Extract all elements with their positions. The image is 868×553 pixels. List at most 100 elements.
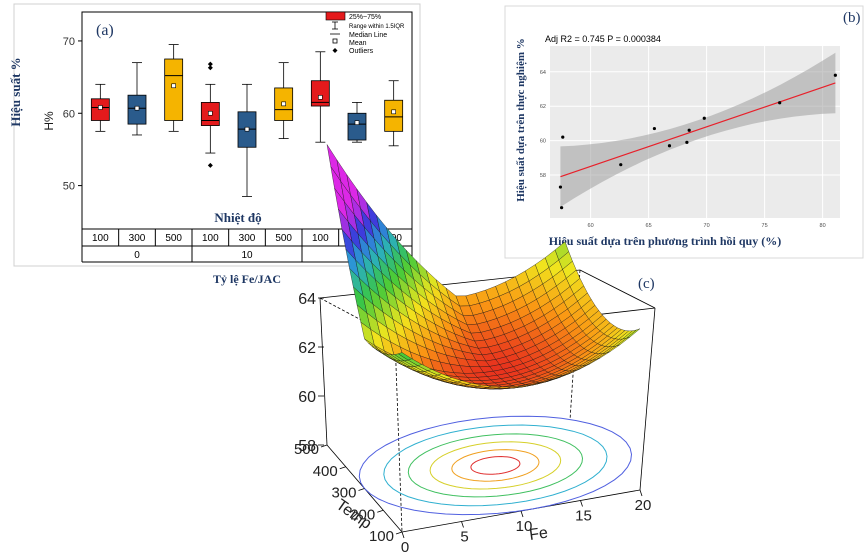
z-tick-label: 64 (298, 291, 316, 308)
z-tick-label: 58 (298, 438, 316, 455)
temp-tick-mark (320, 444, 328, 448)
box-mean (391, 109, 396, 115)
temp-label-300: 300 (129, 233, 146, 244)
data-point (833, 73, 837, 77)
legend-whisker-swatch (332, 21, 338, 30)
box-outlier (207, 61, 213, 67)
legend-whisker-label: Range within 1.5IQR (349, 24, 405, 30)
data-point (667, 144, 672, 148)
contour-line (451, 449, 540, 482)
box-outlier (207, 162, 213, 168)
box-iqr (384, 99, 404, 132)
y-tick-label: 50 (63, 181, 75, 193)
x-tick-label: 75 (762, 223, 768, 229)
fe-tick-label: 10 (516, 518, 533, 535)
panel-c-z-ticks: 58 60 62 64 (298, 291, 324, 455)
box-10-300 (237, 83, 257, 197)
legend-mean-label: Mean (349, 40, 367, 47)
legend-outlier-label: Outliers (349, 48, 374, 55)
data-point (558, 185, 563, 189)
box-0-100 (90, 83, 110, 132)
y-tick-label: 60 (540, 139, 546, 145)
y-tick-label: 60 (63, 108, 75, 120)
panel-b-ticks: 60 65 70 75 80 58 60 62 64 (540, 70, 826, 229)
data-point (702, 116, 706, 120)
panel-a-y-ticks: 50 60 70 (63, 36, 82, 193)
box-20-500 (384, 80, 404, 147)
legend-outlier-swatch (332, 48, 338, 53)
x-tick-label: 80 (820, 223, 826, 229)
fe-tick-mark (520, 510, 524, 518)
box-20-100 (310, 51, 330, 143)
temp-tick-label: 300 (331, 485, 356, 502)
panel-c-temp-label: Temp (333, 496, 375, 532)
temp-label-100: 100 (202, 233, 219, 244)
box-iqr (310, 80, 330, 107)
temp-label-300: 300 (239, 233, 256, 244)
x-tick-label: 70 (704, 223, 710, 229)
box-outlier (207, 65, 213, 71)
panel-c-fe-label: Fe (528, 525, 549, 544)
z-tick-label: 62 (298, 340, 316, 357)
box-mean (281, 101, 286, 107)
x-tick-label: 60 (588, 223, 594, 229)
box-mean (208, 110, 213, 116)
temp-tick-mark (358, 488, 365, 491)
fe-tick-label: 15 (575, 508, 592, 525)
contour-line (429, 441, 562, 490)
temp-tick-label: 200 (350, 506, 375, 523)
box-0-300 (127, 62, 147, 136)
panel-b-scatter: (b) Adj R2 = 0.745 P = 0.000384 60 65 70 75… (504, 5, 864, 259)
temp-tick-label: 100 (369, 528, 394, 545)
contour-line (383, 424, 608, 507)
data-point (560, 206, 564, 210)
box-10-500 (274, 62, 294, 139)
panel-b-ylabel: Hiệu suất dựa trên thực nghiệm % (515, 38, 527, 202)
panel-a-y-symbol: H% (42, 111, 56, 131)
group-label-0: 0 (134, 250, 140, 261)
temp-label-500: 500 (275, 233, 292, 244)
box-mean (134, 105, 140, 111)
panel-a-label: (a) (96, 22, 114, 39)
panel-c-label: (c) (638, 276, 655, 292)
box-20-300 (347, 102, 367, 143)
fe-tick-mark (639, 489, 643, 497)
box-iqr (347, 112, 367, 141)
temp-label-100: 100 (92, 233, 109, 244)
fe-tick-mark (580, 500, 583, 507)
fe-tick-label: 20 (635, 497, 652, 514)
temp-tick-mark (339, 466, 346, 470)
fe-tick-label: 5 (460, 529, 468, 546)
data-point (652, 126, 657, 131)
box-mean (98, 105, 103, 110)
panel-a-outer-xlabel: Tỷ lệ Fe/JAC (213, 272, 281, 286)
z-tick-label: 60 (298, 389, 316, 406)
temp-label-100: 100 (312, 233, 329, 244)
panel-c-surface-mesh (326, 144, 641, 390)
data-point (619, 163, 623, 167)
fe-tick-mark (401, 531, 405, 539)
fe-tick-mark (461, 521, 464, 528)
data-point (685, 140, 689, 144)
y-tick-label: 70 (63, 36, 75, 48)
temp-label-500: 500 (165, 233, 182, 244)
panel-b-annotation: Adj R2 = 0.745 P = 0.000384 (545, 34, 661, 44)
data-point (778, 101, 782, 105)
y-tick-label: 62 (540, 104, 546, 110)
panel-c-surface3d: (c) 58 60 62 64 100 200 300 400 500 0 5 10 15 20 Te… (294, 144, 656, 553)
legend-box-label: 25%~75% (349, 14, 381, 21)
box-mean (244, 126, 250, 132)
box-0-500 (164, 44, 184, 132)
legend-median-label: Median Line (349, 32, 387, 39)
temp-tick-label: 400 (313, 463, 338, 480)
box-iqr (164, 58, 184, 121)
panel-a-boxes (90, 44, 404, 197)
data-point (687, 128, 691, 132)
panel-a-ylabel: Hiệu suất % (8, 57, 23, 126)
panel-b-points (558, 73, 837, 210)
fe-tick-label: 0 (401, 539, 409, 553)
data-point (561, 135, 565, 139)
contour-line (470, 455, 521, 475)
